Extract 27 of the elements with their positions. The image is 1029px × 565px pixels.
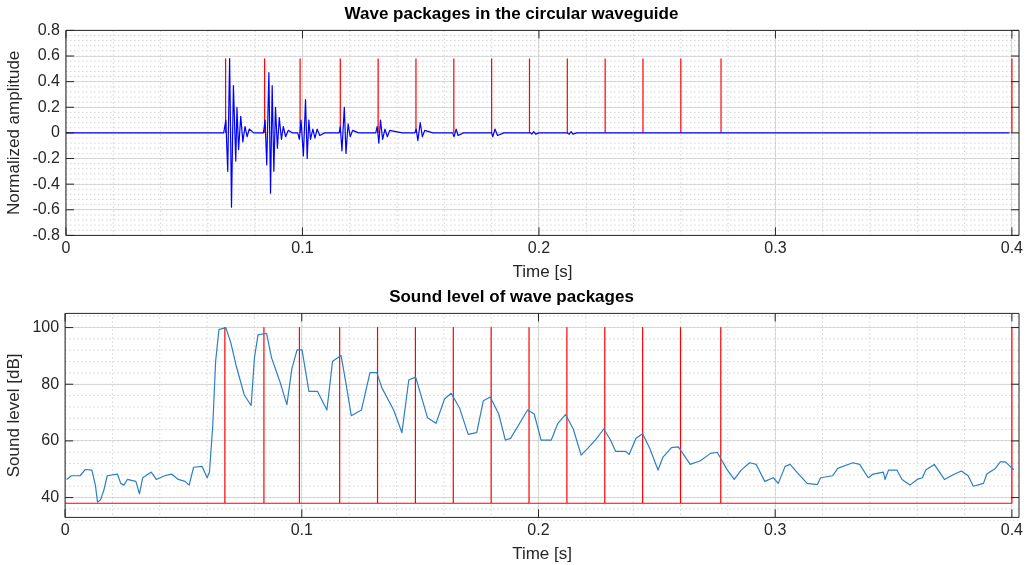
y-tick-label: -0.4	[32, 174, 61, 192]
x-tick-label: 0.4	[1000, 521, 1024, 539]
x-tick-label: 0.2	[527, 239, 551, 257]
chart-title: Wave packages in the circular waveguide	[344, 3, 679, 23]
y-tick-label: -0.2	[32, 148, 61, 166]
y-axis-title: Normalized amplitude	[3, 50, 23, 216]
y-tick-label: 60	[41, 431, 60, 449]
x-tick-label: 0.2	[527, 521, 550, 539]
y-tick-label: -0.6	[32, 200, 61, 218]
x-tick-label: 0.1	[290, 521, 314, 539]
y-tick-label: -0.8	[32, 225, 61, 243]
y-tick-label: 0.8	[37, 20, 61, 38]
y-tick-label: 40	[41, 487, 60, 505]
chart-title: Sound level of wave packages	[389, 286, 634, 306]
y-tick-label: 0	[51, 123, 61, 141]
y-tick-label: 0.6	[37, 46, 61, 64]
y-tick-label: 80	[41, 374, 60, 392]
y-tick-label: 100	[32, 317, 60, 335]
x-tick-label: 0.4	[1000, 239, 1024, 257]
x-axis-title: Time [s]	[512, 262, 573, 282]
y-axis-title: Sound level [dB]	[3, 353, 23, 478]
x-tick-label: 0.3	[764, 239, 787, 257]
y-tick-label: 0.2	[37, 97, 61, 115]
y-tick-label: 0.4	[37, 72, 61, 90]
x-tick-label: 0.1	[291, 239, 314, 257]
x-tick-label: 0.3	[764, 521, 787, 539]
x-axis-title: Time [s]	[512, 544, 572, 564]
